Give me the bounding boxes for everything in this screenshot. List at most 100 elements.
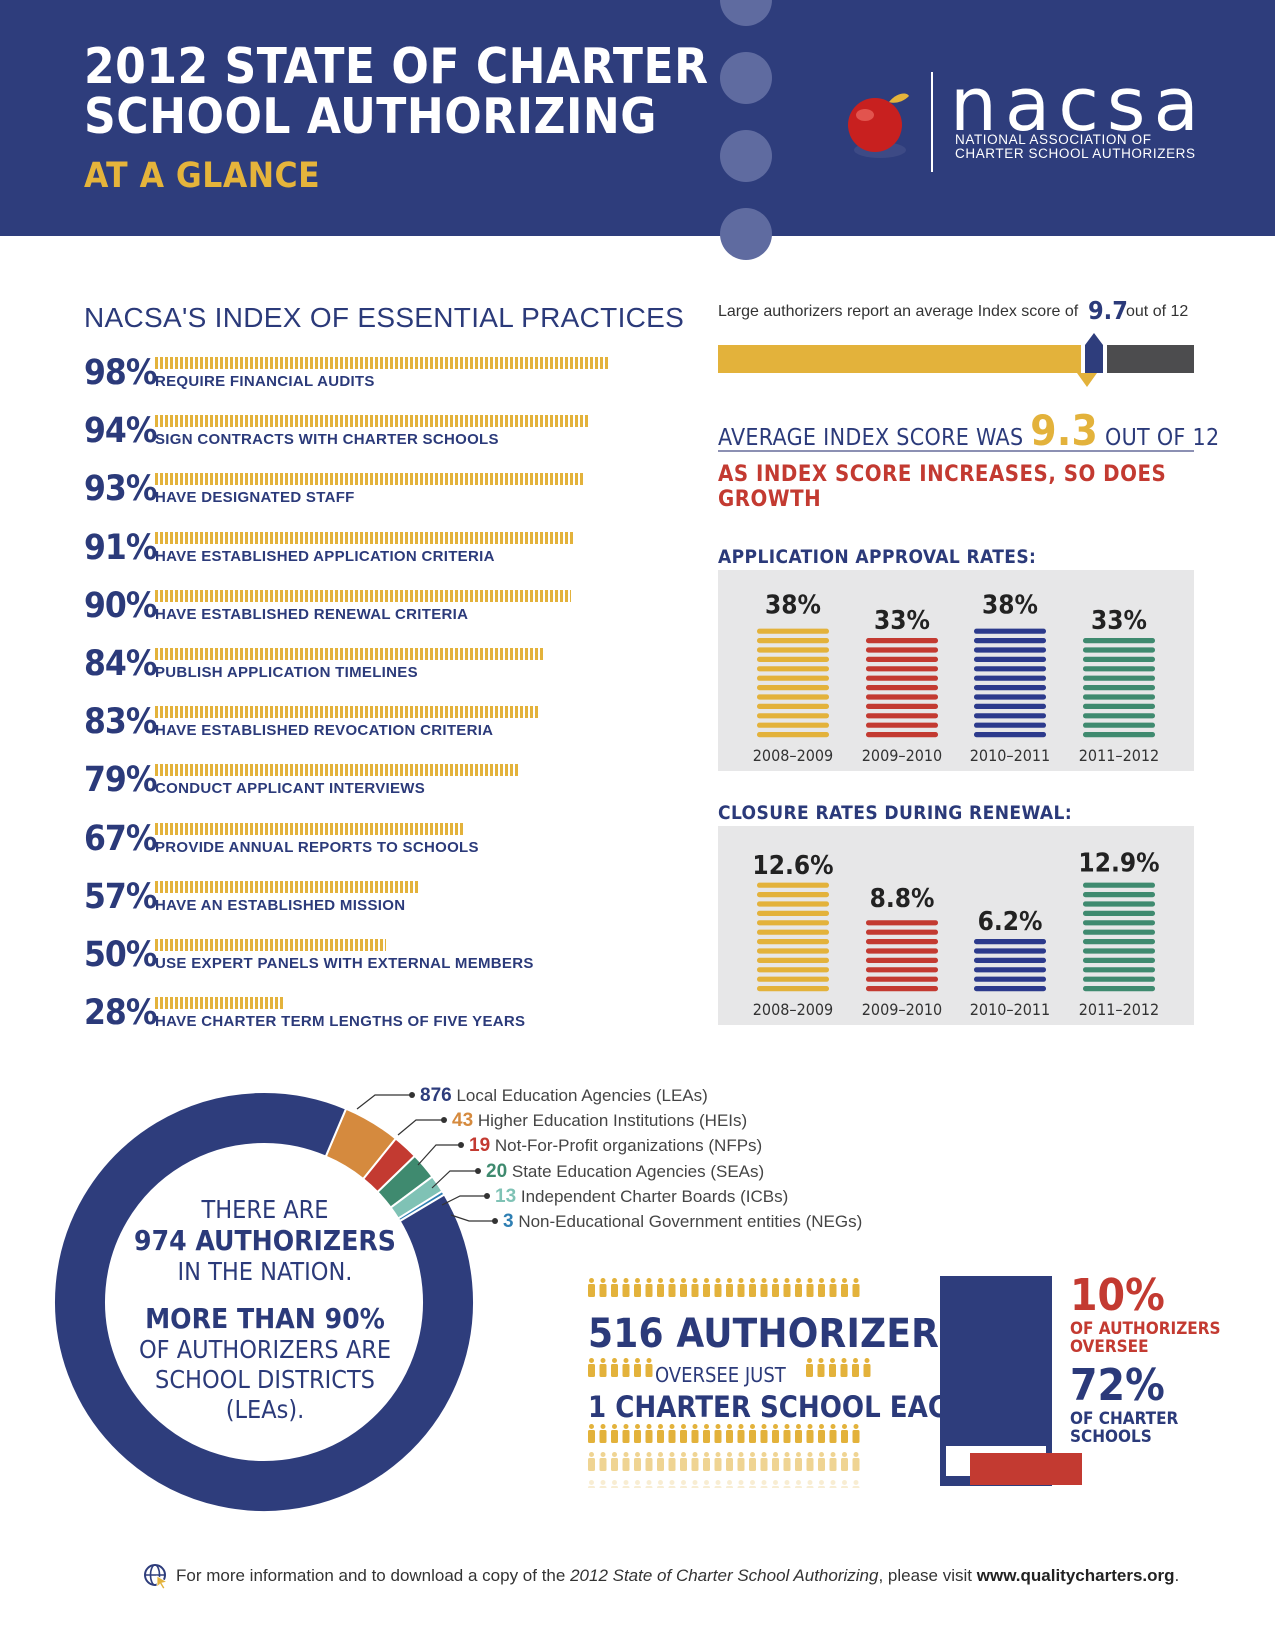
- person-icon: [588, 1452, 595, 1471]
- data-label: 12.9%: [1078, 848, 1159, 878]
- practice-bar: [155, 880, 419, 893]
- category-label: 2010–2011: [970, 1000, 1050, 1019]
- person-icon: [737, 1452, 745, 1471]
- page-title: 2012 STATE OF CHARTER SCHOOL AUTHORIZING: [84, 42, 709, 142]
- globe-cursor-icon: [144, 1564, 169, 1589]
- person-icon: [599, 1424, 607, 1443]
- chart-bar: [1083, 882, 1155, 992]
- category-label: 2011–2012: [1079, 746, 1159, 765]
- person-icon: [691, 1278, 699, 1297]
- person-icon: [599, 1278, 607, 1297]
- person-icon: [818, 1424, 825, 1443]
- large-score-fill: [1084, 345, 1103, 373]
- practice-label: HAVE ESTABLISHED RENEWAL CRITERIA: [155, 605, 469, 623]
- person-icon: [806, 1358, 813, 1377]
- practice-bar: [155, 939, 386, 951]
- person-icon: [668, 1480, 676, 1488]
- person-icon: [852, 1424, 860, 1443]
- person-icon: [760, 1278, 768, 1297]
- share-figure: [940, 1276, 1082, 1486]
- person-icon: [634, 1480, 641, 1488]
- decor-dot: [720, 208, 772, 260]
- remaining-score-fill: [1106, 345, 1194, 373]
- closure-chart: 12.6% 2008–2009 8.8% 2009–2010 6.2% 2010–2011…: [718, 826, 1194, 1025]
- school-share-pct: 72%: [1070, 1360, 1165, 1411]
- practice-pct: 50%: [84, 935, 157, 975]
- logo-divider: [931, 72, 933, 172]
- person-icon: [703, 1278, 710, 1297]
- data-label: 33%: [874, 606, 930, 636]
- center-line-5: OF AUTHORIZERS ARE: [138, 1335, 392, 1364]
- person-icon: [668, 1278, 676, 1297]
- practice-pct: 98%: [84, 353, 157, 393]
- person-icon: [795, 1424, 802, 1443]
- legend-label: Non-Educational Government entities (NEG…: [518, 1212, 863, 1231]
- large-authorizer-score: 9.7: [1088, 296, 1128, 325]
- legend-label: Independent Charter Boards (ICBs): [520, 1187, 789, 1206]
- person-icon: [841, 1278, 848, 1297]
- practice-bar: [155, 415, 590, 428]
- logo-wordmark: nacsa: [950, 62, 1207, 148]
- person-icon: [772, 1480, 779, 1488]
- average-score-suffix: OUT OF 12: [1104, 425, 1220, 451]
- person-icon: [645, 1480, 653, 1488]
- legend-label: Higher Education Institutions (HEIs): [477, 1111, 748, 1130]
- practice-pct: 93%: [84, 469, 157, 510]
- person-icon: [772, 1278, 779, 1297]
- person-icon: [691, 1452, 699, 1471]
- decor-dot: [720, 130, 772, 182]
- person-icon: [634, 1358, 641, 1377]
- person-icon: [726, 1424, 733, 1443]
- chart-bar: [974, 628, 1046, 738]
- person-icon: [772, 1424, 779, 1443]
- person-icon-grid: [588, 1278, 871, 1488]
- person-icon: [795, 1452, 802, 1471]
- center-line-3: IN THE NATION.: [177, 1257, 353, 1286]
- person-icon: [714, 1480, 722, 1488]
- oversight-headline: 516 AUTHORIZERS: [588, 1311, 966, 1357]
- practice-pct: 79%: [84, 760, 157, 801]
- legend-count: 43: [452, 1110, 474, 1131]
- chart-bar: [866, 638, 938, 738]
- footer-publication: 2012 State of Charter School Authorizing: [570, 1566, 879, 1585]
- legend-item: 876 Local Education Agencies (LEAs): [420, 1085, 708, 1107]
- practice-pct: 90%: [84, 585, 157, 626]
- person-icon: [749, 1480, 756, 1488]
- person-icon: [657, 1278, 664, 1297]
- person-icon: [657, 1424, 664, 1443]
- authorizer-share-label-2: OVERSEE: [1070, 1337, 1149, 1357]
- large-authorizer-suffix: out of 12: [1126, 303, 1189, 320]
- person-icon: [829, 1480, 837, 1488]
- person-icon: [680, 1452, 687, 1471]
- practice-pct: 67%: [84, 818, 157, 859]
- footer-url-link[interactable]: www.qualitycharters.org: [976, 1566, 1175, 1585]
- practice-bar: [155, 822, 465, 835]
- practice-pct: 57%: [84, 876, 157, 917]
- authorizer-share-label: OF AUTHORIZERS OVERSEE: [1070, 1320, 1221, 1356]
- page-subtitle: AT A GLANCE: [84, 156, 321, 196]
- practice-label: PROVIDE ANNUAL REPORTS TO SCHOOLS: [155, 838, 479, 856]
- person-icon: [852, 1358, 859, 1377]
- practice-bar: [155, 473, 585, 486]
- title-line-2: SCHOOL AUTHORIZING: [84, 88, 657, 145]
- chart-bar: [974, 939, 1046, 992]
- person-icon: [588, 1424, 595, 1443]
- growth-headline: AS INDEX SCORE INCREASES, SO DOES GROWTH: [718, 462, 1167, 512]
- person-icon: [760, 1480, 768, 1488]
- practices-title: NACSA'S INDEX OF ESSENTIAL PRACTICES: [84, 302, 685, 333]
- leader-dot: [492, 1218, 498, 1224]
- practice-bar: [155, 589, 571, 602]
- legend-item: 13 Independent Charter Boards (ICBs): [495, 1186, 788, 1208]
- person-icon: [806, 1452, 814, 1471]
- person-icon: [829, 1424, 837, 1443]
- average-score-line: AVERAGE INDEX SCORE WAS 9.3 OUT OF 12: [718, 406, 1219, 455]
- leader-dot: [484, 1193, 490, 1199]
- person-icon: [714, 1452, 722, 1471]
- authorizer-share-block: [970, 1453, 1082, 1485]
- data-label: 6.2%: [978, 907, 1043, 937]
- person-icon: [726, 1452, 733, 1471]
- person-icon: [818, 1452, 825, 1471]
- person-icon: [829, 1278, 837, 1297]
- practice-label: HAVE AN ESTABLISHED MISSION: [155, 896, 406, 914]
